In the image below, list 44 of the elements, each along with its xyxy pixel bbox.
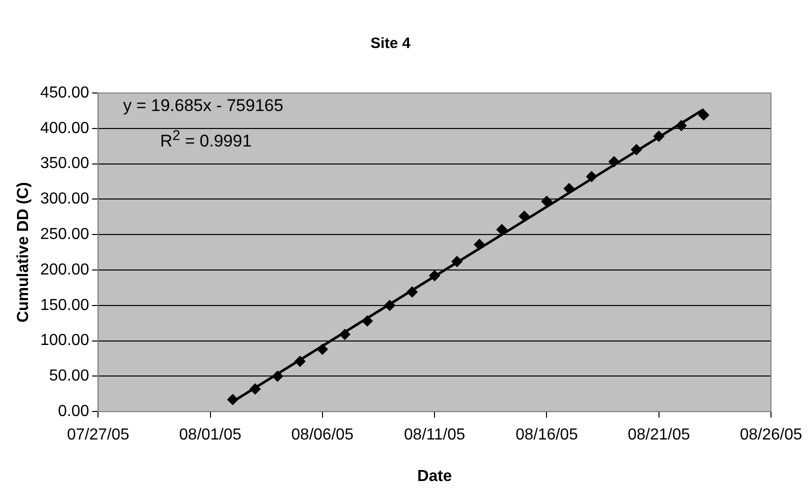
point [608,156,620,168]
annotation: R$^{2}$ = 0.9991 [160,128,252,152]
point [698,109,710,120]
point [406,286,418,298]
x-tick-label: 08/11/05 [404,426,466,444]
point [429,270,440,282]
point [653,130,664,142]
annotation: y = 19.685x - 759165 [123,96,284,116]
point [452,256,462,268]
x-axis-title: Date [417,468,452,485]
point [384,300,396,311]
x-tick-label: 08/06/05 [291,426,354,444]
point [250,383,261,394]
y-tick-label: 300.00 [40,190,90,208]
y-tick-label: 250.00 [40,226,90,244]
y-axis-title: Cumulative DD (C) [15,182,32,323]
y-tick-label: 0.00 [58,403,90,420]
x-tick-label: 08/26/05 [740,426,802,444]
point [316,344,328,355]
x-tick-label: 08/21/05 [628,426,690,444]
chart-title: Site 4 [370,35,412,52]
point [541,196,552,207]
y-tick-label: 200.00 [40,261,90,278]
x-tick-label: 08/16/05 [516,426,578,444]
point [474,239,485,250]
point [272,370,284,382]
point [518,210,530,222]
point [586,171,598,182]
point [227,394,238,406]
point [676,120,687,132]
y-tick-label: 350.00 [40,155,90,172]
y-tick-label: 450.00 [40,84,90,102]
point [339,328,350,340]
y-tick-label: 150.00 [40,296,90,314]
y-tick-label: 400.00 [40,120,90,137]
point [496,224,508,236]
point [294,356,306,367]
x-tick-label: 08/01/05 [179,426,242,444]
y-tick-label: 50.00 [49,368,90,385]
y-tick-label: 100.00 [40,332,90,350]
point [362,315,373,326]
point [564,183,575,194]
x-tick-label: 07/27/05 [66,426,130,444]
point [630,144,642,156]
